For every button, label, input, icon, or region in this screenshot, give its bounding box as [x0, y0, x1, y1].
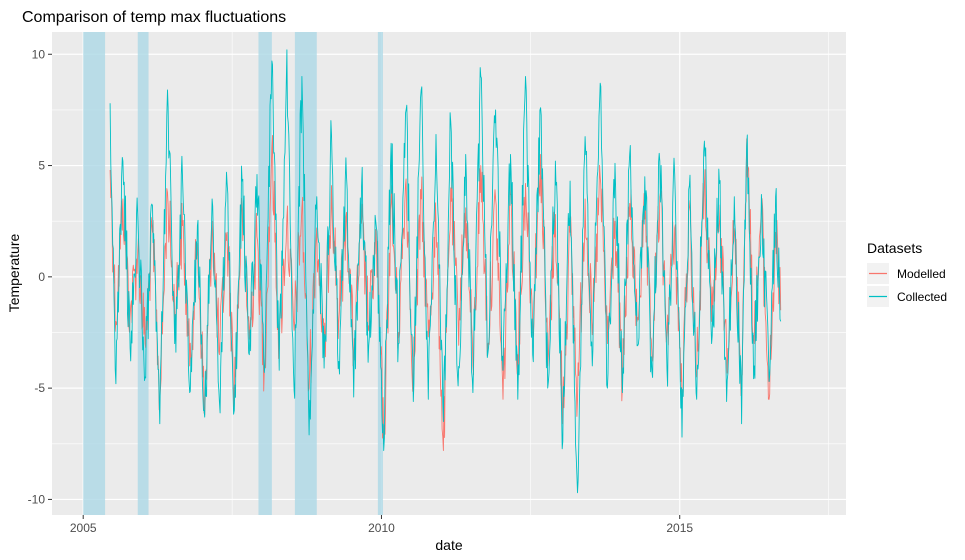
legend-label: Collected — [897, 290, 947, 304]
y-tick-label: 0 — [38, 270, 45, 284]
chart-title: Comparison of temp max fluctuations — [22, 9, 286, 26]
shaded-period — [137, 32, 149, 515]
y-tick-label: 10 — [32, 47, 46, 61]
legend-title: Datasets — [867, 240, 922, 256]
y-tick-label: -10 — [28, 492, 46, 506]
legend: Datasets Modelled Collected — [867, 240, 947, 307]
x-tick-label: 2015 — [666, 521, 693, 535]
x-tick-label: 2005 — [70, 521, 97, 535]
plot-panel — [52, 32, 846, 515]
legend-label: Modelled — [897, 267, 946, 281]
y-tick-label: 5 — [38, 159, 45, 173]
shaded-period — [377, 32, 383, 515]
y-tick-label: -5 — [34, 381, 45, 395]
series-layer — [109, 49, 782, 494]
y-axis-title: Temperature — [6, 233, 22, 312]
shaded-period — [258, 32, 272, 515]
legend-entries: Modelled Collected — [867, 263, 947, 307]
series-collected — [109, 49, 782, 494]
shaded-period — [83, 32, 106, 515]
axes: -10 -5 0 5 10 2005 2010 2015 — [28, 47, 694, 535]
x-axis-title: date — [435, 537, 462, 553]
x-tick-label: 2010 — [368, 521, 395, 535]
